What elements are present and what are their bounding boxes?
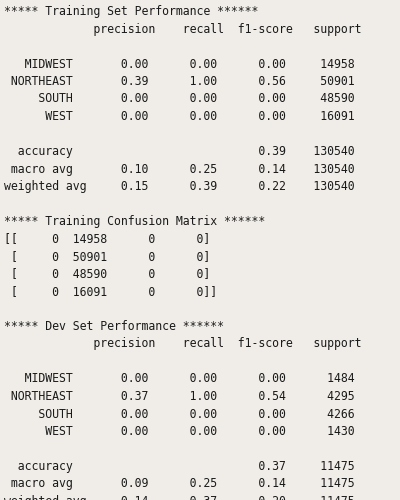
Text: ***** Training Set Performance ******
             precision    recall  f1-score: ***** Training Set Performance ****** pr… — [4, 5, 362, 500]
